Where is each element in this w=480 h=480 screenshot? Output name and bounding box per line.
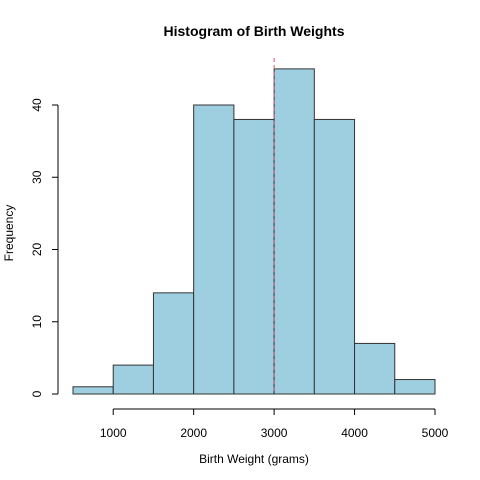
x-axis-label: Birth Weight (grams) [199,452,309,466]
x-tick-label: 5000 [422,426,449,440]
y-tick-label: 30 [30,170,44,184]
x-tick-label: 3000 [261,426,288,440]
x-axis: 1000 2000 3000 4000 5000 [100,408,449,440]
y-tick-label: 20 [30,243,44,257]
y-axis: 0 10 20 30 40 [30,98,59,397]
x-tick-label: 2000 [180,426,207,440]
histogram-bar [112,364,154,395]
x-tick-label: 4000 [341,426,368,440]
chart-title: Histogram of Birth Weights [164,23,345,39]
histogram-bar [152,292,195,395]
histogram-bar [233,118,275,395]
y-axis-label: Frequency [2,205,16,262]
histogram-bar [72,386,114,395]
histogram-bar [354,342,396,395]
histogram-bar [394,379,436,395]
histogram-bar [193,104,235,395]
x-tick-label: 1000 [100,426,127,440]
histogram-bar [273,68,315,395]
bars-layer [72,68,436,395]
y-tick-label: 40 [30,98,44,112]
y-tick-label: 0 [30,390,44,397]
y-tick-label: 10 [30,315,44,329]
histogram-bar [313,118,356,395]
